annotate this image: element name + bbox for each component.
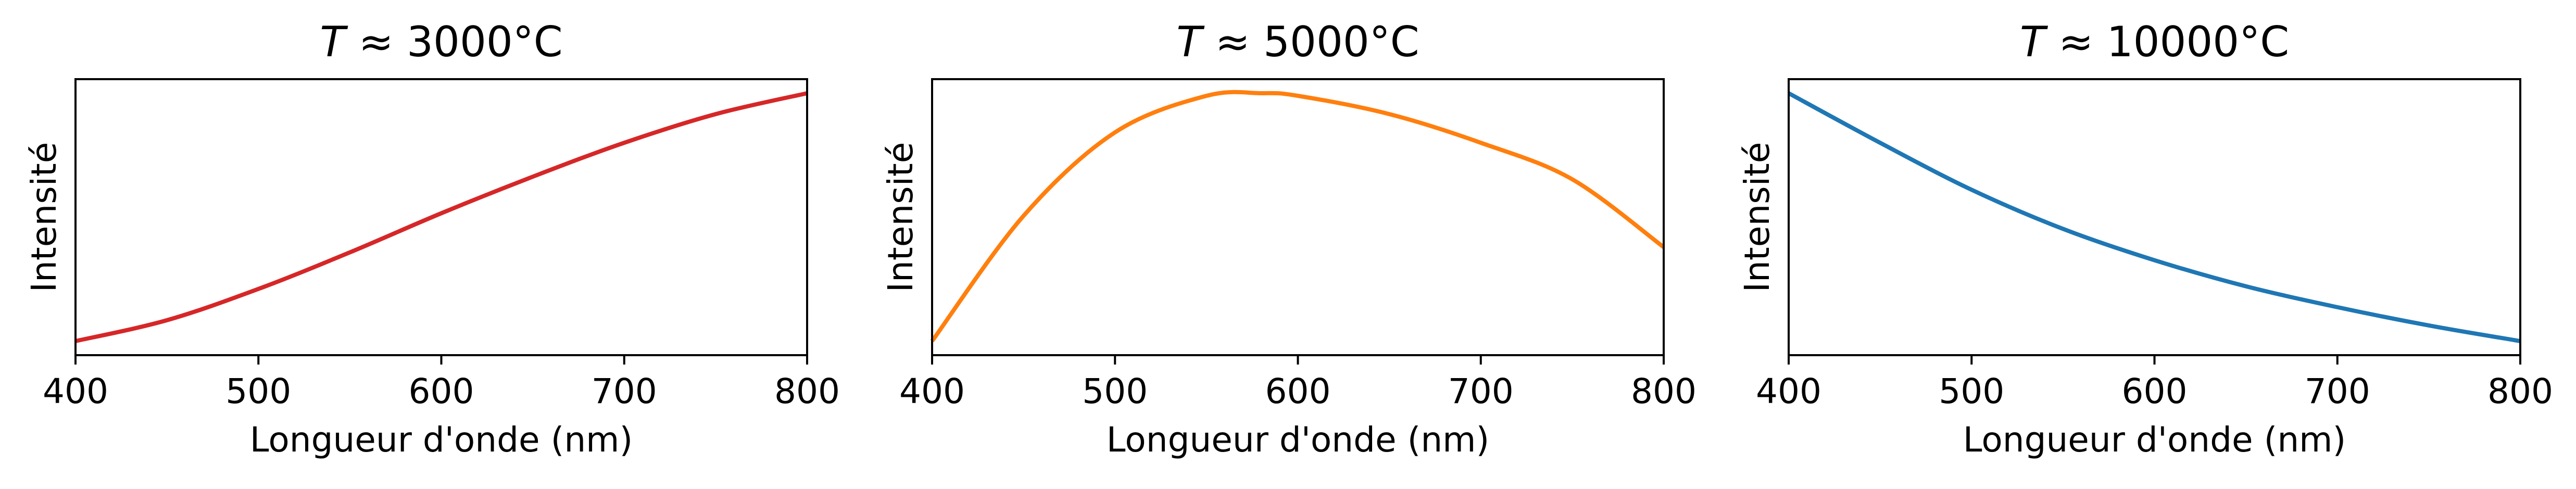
x-tick-label: 500 bbox=[1939, 371, 2004, 411]
x-tick-label: 400 bbox=[899, 371, 965, 411]
axes-frame bbox=[931, 78, 1665, 356]
subplot-3: 400 500 600 700 800 Longueur d'onde (nm) Inten… bbox=[1737, 18, 2553, 460]
series-line-1 bbox=[75, 91, 808, 343]
series-line-1 bbox=[930, 90, 1665, 343]
x-tick-label: 400 bbox=[43, 371, 108, 411]
title-text: ≈ 10000°C bbox=[2045, 18, 2289, 66]
chart-title: T ≈ 10000°C bbox=[2020, 18, 2289, 66]
y-axis-label: Intensité bbox=[1737, 142, 1777, 293]
x-tick-label: 700 bbox=[1448, 371, 1514, 411]
x-tick-label: 400 bbox=[1756, 371, 1821, 411]
title-symbol: T bbox=[2020, 18, 2049, 66]
x-tick-label: 500 bbox=[1082, 371, 1148, 411]
chart-title: T ≈ 5000°C bbox=[1176, 18, 1419, 66]
x-tick-label: 800 bbox=[774, 371, 840, 411]
x-axis-label: Longueur d'onde (nm) bbox=[1963, 420, 2346, 460]
chart-title: T ≈ 3000°C bbox=[320, 18, 562, 66]
x-tick-label: 800 bbox=[2487, 371, 2553, 411]
x-tick-label: 600 bbox=[409, 371, 474, 411]
subplot-1: 400 500 600 700 800 Longueur d'onde (nm) Inten… bbox=[24, 18, 840, 460]
title-text: ≈ 5000°C bbox=[1202, 18, 1419, 66]
subplot-2: 400 500 600 700 800 Longueur d'onde (nm) Inten… bbox=[881, 18, 1697, 460]
x-tick-label: 500 bbox=[225, 371, 291, 411]
x-axis-label: Longueur d'onde (nm) bbox=[250, 420, 633, 460]
y-axis-label: Intensité bbox=[881, 142, 921, 293]
x-tick-label: 700 bbox=[592, 371, 657, 411]
x-axis-label: Longueur d'onde (nm) bbox=[1107, 420, 1489, 460]
axes-frame bbox=[1788, 78, 2521, 356]
x-tick-label: 600 bbox=[1265, 371, 1331, 411]
series-line-1 bbox=[1788, 91, 2521, 343]
title-symbol: T bbox=[1176, 18, 1205, 66]
title-symbol: T bbox=[320, 18, 348, 66]
x-tick-label: 700 bbox=[2305, 371, 2370, 411]
x-tick-label: 800 bbox=[1631, 371, 1697, 411]
title-text: ≈ 3000°C bbox=[345, 18, 562, 66]
y-axis-label: Intensité bbox=[24, 142, 64, 293]
x-tick-label: 600 bbox=[2122, 371, 2188, 411]
